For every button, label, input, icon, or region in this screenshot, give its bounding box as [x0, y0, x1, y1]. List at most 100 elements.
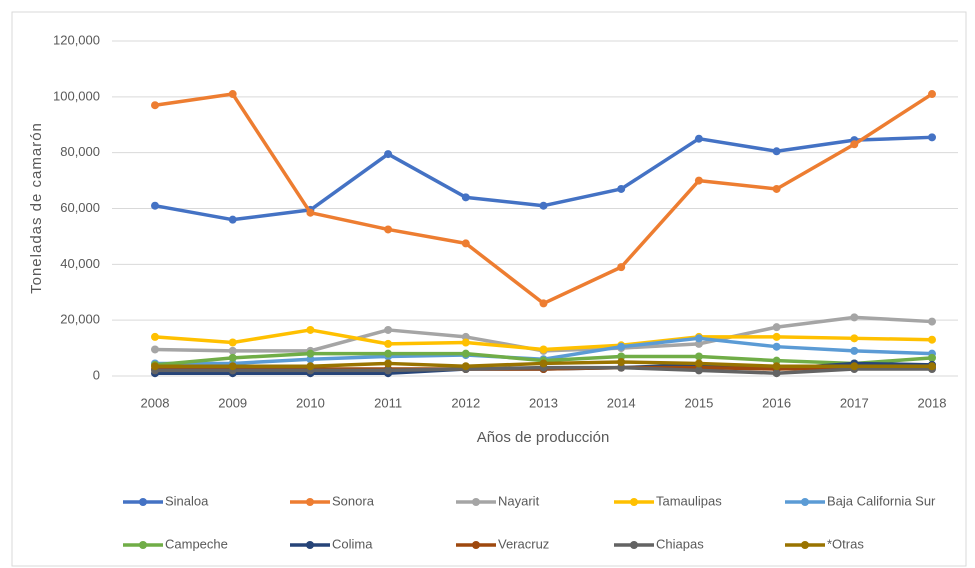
x-tick-label: 2012 [451, 395, 480, 410]
point [617, 363, 626, 372]
legend-marker [630, 541, 638, 549]
point [617, 263, 626, 272]
point [306, 325, 315, 334]
point [694, 176, 703, 185]
chart-frame [11, 11, 967, 567]
point [384, 150, 393, 159]
point [461, 239, 470, 248]
y-tick-label: 60,000 [60, 200, 100, 215]
legend-marker [306, 541, 314, 549]
x-tick-label: 2013 [529, 395, 558, 410]
legend-label: Sinaloa [165, 493, 209, 508]
point [461, 332, 470, 341]
legend-label: *Otras [827, 536, 864, 551]
legend-marker [139, 498, 147, 506]
legend-marker [306, 498, 314, 506]
point [617, 358, 626, 367]
point [384, 339, 393, 348]
point [384, 359, 393, 368]
point [461, 193, 470, 202]
x-tick-label: 2009 [218, 395, 247, 410]
point [617, 342, 626, 351]
point [928, 133, 936, 142]
legend-marker [801, 541, 809, 549]
y-tick-label: 120,000 [53, 32, 100, 47]
legend-label: Tamaulipas [656, 493, 722, 508]
point [772, 356, 781, 365]
x-tick-label: 2008 [141, 395, 170, 410]
point [928, 353, 936, 362]
point [539, 201, 548, 210]
point [772, 147, 781, 156]
point [772, 332, 781, 341]
point [850, 334, 859, 343]
x-tick-label: 2016 [762, 395, 791, 410]
point [151, 332, 159, 341]
point [694, 334, 703, 343]
y-tick-label: 80,000 [60, 144, 100, 159]
point [772, 369, 781, 378]
y-axis-label: Toneladas de camarón [28, 122, 45, 294]
point [228, 362, 237, 371]
point [306, 355, 315, 364]
y-tick-label: 0 [93, 367, 100, 382]
point [694, 366, 703, 375]
point [772, 362, 781, 371]
x-tick-label: 2018 [918, 395, 947, 410]
point [539, 359, 548, 368]
point [151, 201, 159, 210]
point [617, 184, 626, 193]
point [928, 90, 936, 99]
point [772, 184, 781, 193]
point [228, 346, 237, 355]
point [461, 349, 470, 358]
legend-label: Baja California Sur [827, 493, 936, 508]
point [928, 317, 936, 326]
point [384, 366, 393, 375]
point [228, 90, 237, 99]
x-tick-label: 2017 [840, 395, 869, 410]
point [306, 362, 315, 371]
point [850, 313, 859, 322]
point [384, 325, 393, 334]
point [617, 352, 626, 361]
point [384, 225, 393, 234]
point [928, 335, 936, 344]
y-tick-label: 40,000 [60, 256, 100, 271]
point [151, 362, 159, 371]
point [850, 140, 859, 149]
point [928, 362, 936, 371]
point [461, 338, 470, 347]
point [694, 352, 703, 361]
point [539, 345, 548, 354]
legend-label: Campeche [165, 536, 228, 551]
legend-marker [472, 541, 480, 549]
legend-marker [801, 498, 809, 506]
legend-label: Colima [332, 536, 373, 551]
x-tick-label: 2015 [684, 395, 713, 410]
point [772, 323, 781, 332]
point [850, 346, 859, 355]
point [694, 134, 703, 143]
point [228, 215, 237, 224]
legend-marker [139, 541, 147, 549]
y-tick-label: 100,000 [53, 88, 100, 103]
legend-label: Chiapas [656, 536, 704, 551]
point [228, 353, 237, 362]
legend-marker [472, 498, 480, 506]
legend-marker [630, 498, 638, 506]
x-tick-label: 2011 [374, 395, 402, 410]
point [151, 345, 159, 354]
legend-label: Veracruz [498, 536, 549, 551]
x-tick-label: 2010 [296, 395, 325, 410]
x-axis-label: Años de producción [477, 429, 610, 446]
point [850, 362, 859, 371]
point [384, 349, 393, 358]
point [694, 339, 703, 348]
point [694, 359, 703, 368]
y-tick-label: 20,000 [60, 312, 100, 327]
point [306, 349, 315, 358]
point [306, 208, 315, 217]
point [772, 342, 781, 351]
